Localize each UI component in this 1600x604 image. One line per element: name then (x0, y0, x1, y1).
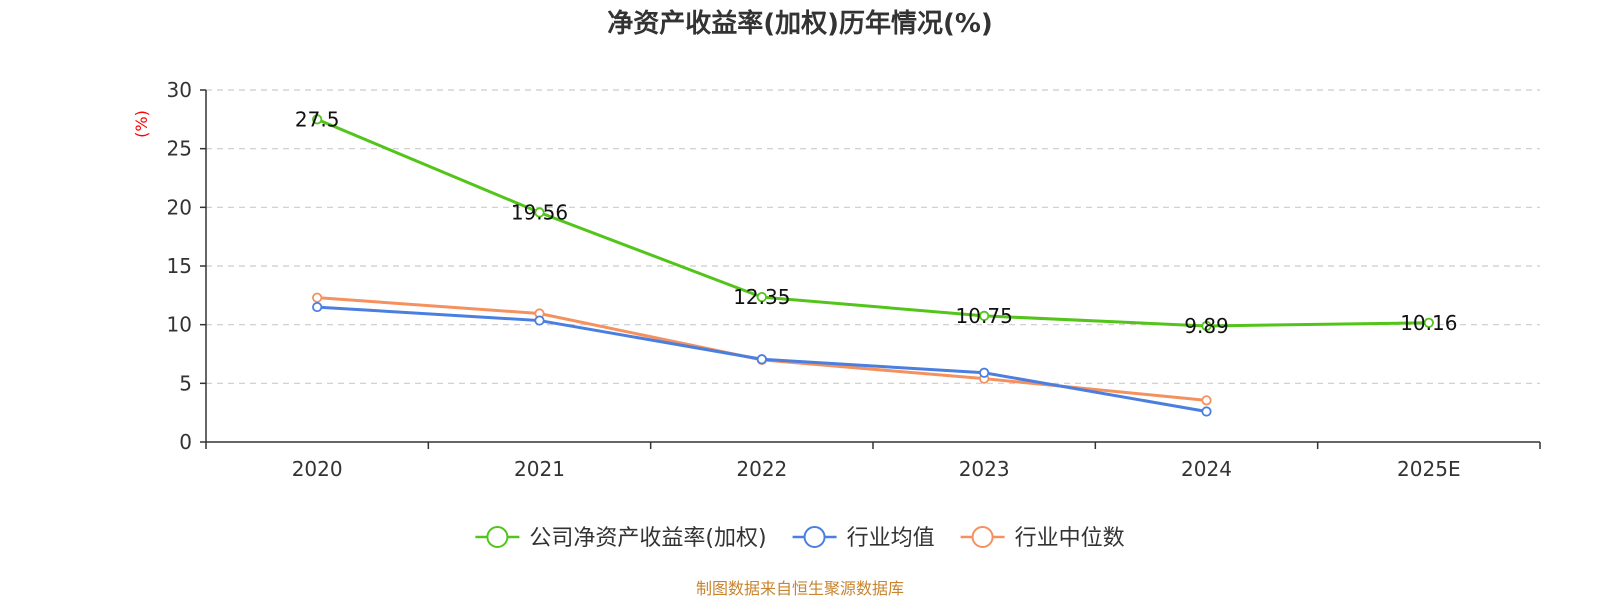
legend-marker-1 (803, 526, 826, 548)
legend-label-0: 公司净资产收益率(加权) (529, 526, 766, 551)
data-label-2025E: 10.16 (1400, 311, 1457, 335)
y-tick-label-15: 15 (167, 254, 192, 278)
axes: 0 5 10 15 20 25 30 2020 2021 2022 2023 2024 2025E (167, 78, 1541, 481)
y-tick-label-25: 25 (167, 137, 192, 161)
point-s1-2020 (312, 301, 323, 313)
x-tick-label-2020: 2020 (292, 457, 343, 481)
data-label-2021: 19.56 (511, 200, 568, 224)
point-s0-2021 (534, 207, 545, 218)
point-s1-2022 (756, 354, 767, 365)
point-s1-2024 (1201, 406, 1212, 417)
point-s2-2020 (312, 292, 323, 303)
x-tick-label-2023: 2023 (959, 457, 1010, 481)
y-tick-label-30: 30 (167, 78, 192, 102)
point-s0-2025E (1423, 317, 1434, 328)
grid-lines (206, 89, 1540, 384)
x-tick-label-2022: 2022 (736, 457, 787, 481)
chart-title: 净资产收益率(加权)历年情况(%) (607, 8, 993, 39)
data-labels: 27.5 19.56 12.35 10.75 9.89 10.16 (295, 107, 1458, 338)
point-s1-2021 (534, 315, 545, 326)
point-s0-2020 (312, 114, 323, 125)
point-s0-2022 (756, 291, 767, 303)
x-tick-label-2021: 2021 (514, 457, 565, 481)
series-lines (312, 114, 1434, 417)
point-s0-2023 (979, 310, 990, 321)
data-label-2020: 27.5 (295, 107, 340, 131)
series-line-0 (316, 117, 1429, 328)
series-line-2 (317, 296, 1207, 402)
source-note: 制图数据来自恒生聚源数据库 (696, 579, 904, 598)
y-tick-label-5: 5 (179, 371, 192, 395)
legend-label-1: 行业均值 (847, 526, 935, 551)
point-s1-2023 (979, 367, 990, 378)
x-tick-label-2024: 2024 (1181, 457, 1232, 481)
y-tick-label-10: 10 (167, 313, 192, 337)
data-label-2023: 10.75 (956, 304, 1013, 328)
y-tick-label-0: 0 (179, 430, 192, 454)
legend: 公司净资产收益率(加权) 行业均值 行业中位数 (475, 526, 1125, 551)
data-label-2024: 9.89 (1184, 314, 1229, 338)
y-axis-unit-label: (%) (132, 110, 151, 138)
legend-label-2: 行业中位数 (1015, 526, 1125, 551)
data-label-2022: 12.35 (733, 285, 790, 309)
x-tick-label-2025E: 2025E (1397, 457, 1461, 481)
legend-marker-2 (971, 526, 994, 548)
y-tick-label-20: 20 (167, 195, 192, 219)
point-s2-2024 (1201, 395, 1212, 406)
legend-marker-0 (486, 526, 509, 548)
point-s0-2024 (1201, 320, 1212, 332)
